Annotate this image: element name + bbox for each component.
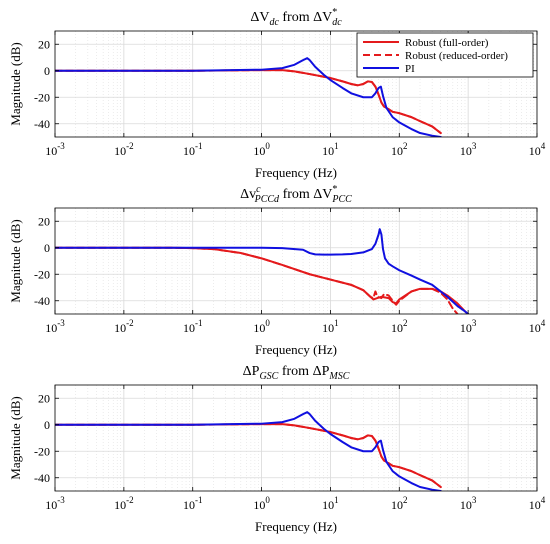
axes-box [54,30,538,138]
x-tick-label: 10-1 [183,318,203,335]
series-line-robust-reduced-order [55,246,459,314]
x-tick-label: 104 [529,495,546,512]
x-tick-label: 103 [460,141,477,158]
x-tick-label: 10-1 [183,141,203,158]
plot-area [55,385,537,491]
axes-box [54,207,538,315]
series-line-pi [55,228,470,314]
series-group [55,57,442,137]
y-axis-label: Magnitude (dB) [8,219,23,302]
panel-2: 10-3 10-2 10-1 100 101 102 103 104 -40 -20 0 20 Freq… [8,184,546,357]
x-tick-label: 100 [253,495,270,512]
legend-label: Robust (full-order) [405,37,489,49]
legend-box [356,32,534,78]
y-tick-label: -40 [34,294,50,308]
x-tick-label: 102 [391,141,408,158]
series-line-robust-reduced-order [55,423,442,489]
x-tick-label: 10-3 [45,495,65,512]
x-tick-label: 10-2 [114,318,134,335]
y-tick-label: -20 [34,267,50,281]
x-axis-label: Frequency (Hz) [255,342,337,357]
legend: Robust (full-order)Robust (reduced-order… [356,32,534,78]
x-tick-label: 100 [253,318,270,335]
series-line-pi [55,57,442,137]
legend-label: PI [405,63,415,75]
x-tick-label: 101 [322,495,339,512]
x-tick-label: 100 [253,141,270,158]
y-tick-label: 20 [38,37,50,51]
x-tick-label: 102 [391,318,408,335]
axes-box [54,384,538,492]
y-tick-label: 0 [44,241,50,255]
x-tick-label: 104 [529,318,546,335]
x-tick-label: 10-1 [183,495,203,512]
x-tick-label: 103 [460,495,477,512]
x-tick-label: 10-3 [45,318,65,335]
series-group [55,411,442,491]
y-tick-label: 0 [44,64,50,78]
panel-1: 10-3 10-2 10-1 100 101 102 103 104 -40 -20 0 20 Freq… [8,7,546,180]
x-tick-label: 104 [529,141,546,158]
y-tick-label: 0 [44,418,50,432]
y-tick-label: 20 [38,214,50,228]
y-tick-label: -40 [34,117,50,131]
series-group [55,228,470,314]
plot-area [55,208,537,314]
x-axis-label: Frequency (Hz) [255,519,337,534]
x-tick-label: 10-2 [114,495,134,512]
x-axis-label: Frequency (Hz) [255,165,337,180]
x-tick-label: 101 [322,141,339,158]
x-tick-label: 10-2 [114,141,134,158]
panel-3: 10-3 10-2 10-1 100 101 102 103 104 -40 -20 0 20 Freq… [8,364,546,534]
y-tick-label: -20 [34,444,50,458]
x-tick-label: 101 [322,318,339,335]
y-tick-label: 20 [38,391,50,405]
series-line-pi [55,411,442,491]
x-tick-label: 10-3 [45,141,65,158]
x-tick-label: 103 [460,318,477,335]
y-tick-label: -40 [34,471,50,485]
legend-label: Robust (reduced-order) [405,50,508,62]
chart-title: ΔVdc​ from ΔV*dc​ [250,7,342,28]
x-tick-label: 102 [391,495,408,512]
y-axis-label: Magnitude (dB) [8,396,23,479]
y-tick-label: -20 [34,90,50,104]
y-axis-label: Magnitude (dB) [8,42,23,125]
chart-title: ΔPGSC​ from ΔPMSC​ [243,364,350,382]
series-line-robust-reduced-order [55,69,442,135]
